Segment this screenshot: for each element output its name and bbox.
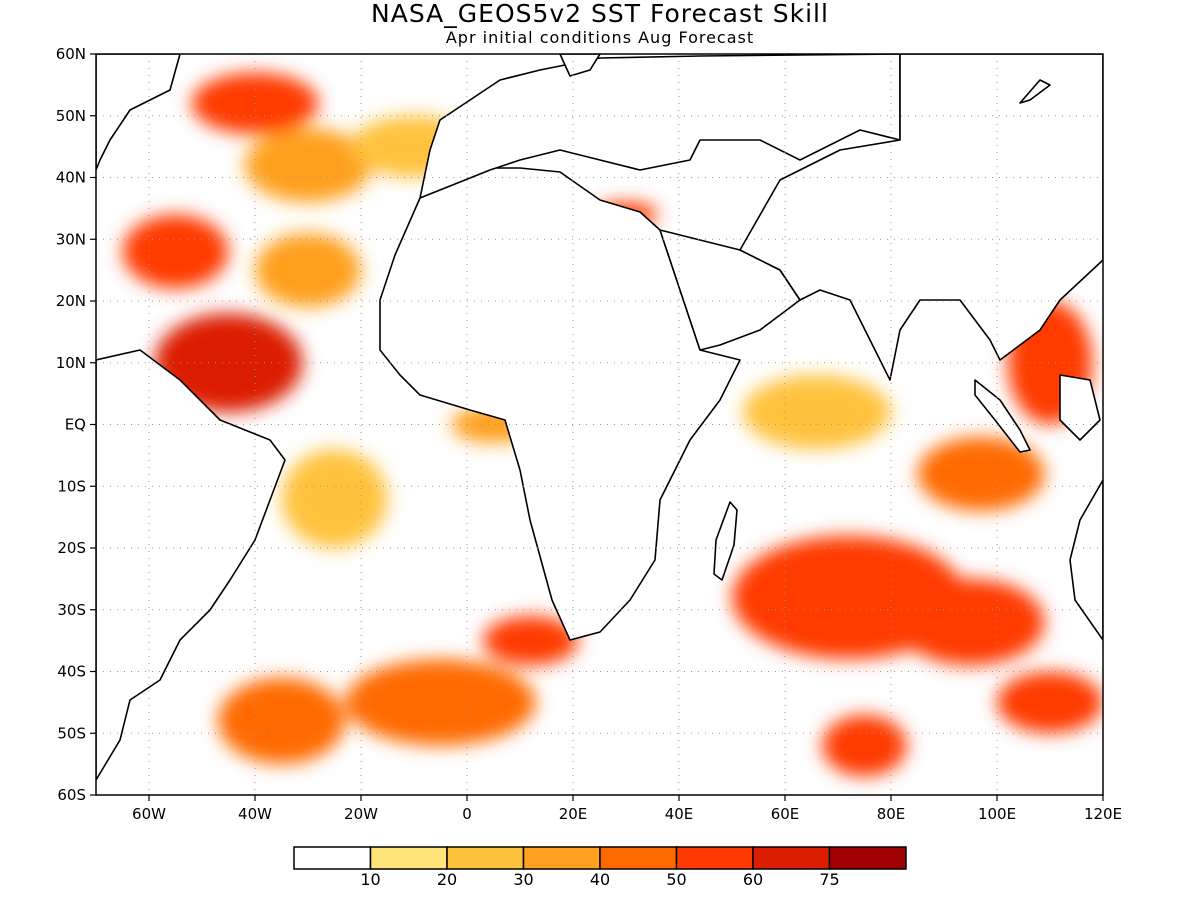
lat-tick-label: EQ <box>65 416 86 434</box>
colorbar-label: 40 <box>590 870 610 889</box>
lon-tick-label: 80E <box>877 805 906 823</box>
borneo-outline <box>1059 374 1101 441</box>
lon-tick-label: 20W <box>344 805 378 823</box>
lat-tick-label: 60N <box>56 45 86 63</box>
south-america-outline <box>96 349 286 781</box>
skill-region <box>244 128 372 203</box>
europe-outline <box>419 54 901 199</box>
colorbar-label: 20 <box>437 870 457 889</box>
lat-tick-label: 10S <box>57 477 86 495</box>
africa-outline <box>379 167 741 641</box>
lat-tick-label: 50N <box>56 107 86 125</box>
skill-region <box>154 313 303 413</box>
colorbar-legend: 10 20 30 40 50 60 75 <box>293 846 907 889</box>
australia-outline <box>1069 479 1103 641</box>
lat-tick-label: 40S <box>57 663 86 681</box>
colorbar-swatch <box>675 846 754 870</box>
colorbar-label: 50 <box>666 870 686 889</box>
skill-region <box>742 375 891 450</box>
skill-region <box>997 671 1103 734</box>
lat-tick-label: 60S <box>57 786 86 804</box>
colorbar-label: 75 <box>819 870 839 889</box>
colorbar-swatch <box>752 846 831 870</box>
colorbar-swatch <box>293 846 372 870</box>
colorbar-swatch <box>522 846 601 870</box>
colorbar-label: 60 <box>743 870 763 889</box>
skill-shading <box>122 72 1103 777</box>
new-zealand-outline <box>1019 79 1051 104</box>
skill-region <box>122 214 229 289</box>
greenland-outline <box>559 54 601 77</box>
arabia-outline <box>659 229 801 351</box>
sumatra-outline <box>974 379 1031 453</box>
latitude-axis: 60N 50N 40N 30N 20N 10N EQ 10S 20S 30S 40S 50S 60S <box>56 45 96 804</box>
asia-outline <box>739 54 1103 381</box>
lon-tick-label: 100E <box>978 805 1016 823</box>
colorbar-swatch <box>446 846 525 870</box>
skill-region <box>281 449 388 548</box>
colorbar-swatch <box>828 846 907 870</box>
lon-tick-label: 40E <box>665 805 694 823</box>
map-subtitle: Apr initial conditions Aug Forecast <box>445 28 755 47</box>
skill-region <box>917 436 1045 511</box>
lon-tick-label: 20E <box>559 805 588 823</box>
lat-tick-label: 40N <box>56 169 86 187</box>
colorbar-swatch <box>369 846 448 870</box>
map-title: NASA_GEOS5v2 SST Forecast Skill <box>371 0 829 28</box>
colorbar-label: 10 <box>360 870 380 889</box>
madagascar-outline <box>713 501 738 581</box>
lat-tick-label: 20S <box>57 539 86 557</box>
lon-tick-label: 120E <box>1084 805 1122 823</box>
lon-tick-label: 40W <box>238 805 272 823</box>
lat-tick-label: 30S <box>57 601 86 619</box>
skill-region <box>255 233 361 308</box>
colorbar-label: 30 <box>513 870 533 889</box>
land-masses <box>96 54 1103 781</box>
lat-tick-label: 30N <box>56 230 86 248</box>
skill-region <box>482 615 579 666</box>
lon-tick-label: 60E <box>771 805 800 823</box>
skill-region <box>896 578 1045 666</box>
lon-tick-label: 0 <box>462 805 472 823</box>
north-america-outline <box>96 54 181 171</box>
lon-tick-label: 60W <box>132 805 166 823</box>
lat-tick-label: 10N <box>56 354 86 372</box>
longitude-axis: 60W 40W 20W 0 20E 40E 60E 80E 100E 120E <box>132 795 1122 823</box>
skill-region <box>217 677 346 765</box>
skill-region <box>822 714 907 777</box>
colorbar-swatch <box>599 846 678 870</box>
skill-region <box>345 659 536 746</box>
lat-tick-label: 50S <box>57 724 86 742</box>
lat-tick-label: 20N <box>56 292 86 310</box>
